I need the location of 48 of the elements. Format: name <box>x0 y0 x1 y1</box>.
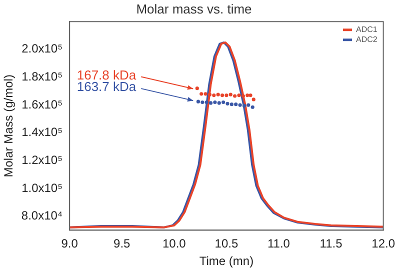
y-tick-label: 1.6x10⁵ <box>22 97 63 112</box>
point <box>204 92 208 96</box>
y-tick-label: 1.0x10⁵ <box>22 180 63 195</box>
point <box>200 100 204 104</box>
x-axis-title: Time (mn) <box>199 254 254 268</box>
point <box>238 103 242 107</box>
y-tick-label: 1.8x10⁵ <box>22 70 63 84</box>
point <box>217 101 221 105</box>
point <box>233 94 237 98</box>
x-tick-label: 9.0 <box>61 236 78 251</box>
legend-label: ADC2 <box>356 34 378 44</box>
point <box>241 94 245 98</box>
y-axis-title: Molar Mass (g/mol) <box>2 74 16 178</box>
point <box>246 103 250 107</box>
point <box>195 86 199 90</box>
point <box>213 100 217 104</box>
x-tick-label: 9.5 <box>114 236 131 251</box>
point <box>196 100 200 104</box>
point <box>237 94 241 98</box>
point <box>216 92 220 96</box>
point <box>242 104 246 108</box>
point <box>226 102 230 106</box>
point <box>234 102 238 106</box>
x-tick-label: 11.0 <box>268 236 290 251</box>
y-tick-label: 1.2x10⁵ <box>22 152 63 167</box>
point <box>200 92 204 96</box>
y-tick-label: 8.0x10⁴ <box>21 208 63 223</box>
y-tick-label: 2.0x10⁵ <box>22 42 63 56</box>
point <box>204 100 208 104</box>
point <box>208 101 213 105</box>
point <box>246 94 250 98</box>
point <box>230 102 234 106</box>
chart-title: Molar mass vs. time <box>136 1 252 16</box>
point <box>250 105 254 109</box>
point <box>252 98 256 102</box>
y-tick-label: 1.4x10⁵ <box>22 125 63 140</box>
point <box>248 94 252 98</box>
point <box>208 92 212 96</box>
x-tick-label: 10.5 <box>214 236 238 251</box>
point <box>222 100 226 104</box>
point <box>224 94 228 98</box>
legend-label: ADC1 <box>356 24 378 34</box>
point <box>228 92 232 96</box>
x-tick-label: 12.0 <box>372 236 396 251</box>
x-tick-label: 10.0 <box>162 236 186 251</box>
point <box>220 94 224 98</box>
point <box>212 94 216 98</box>
x-tick-label: 11.5 <box>320 236 343 251</box>
